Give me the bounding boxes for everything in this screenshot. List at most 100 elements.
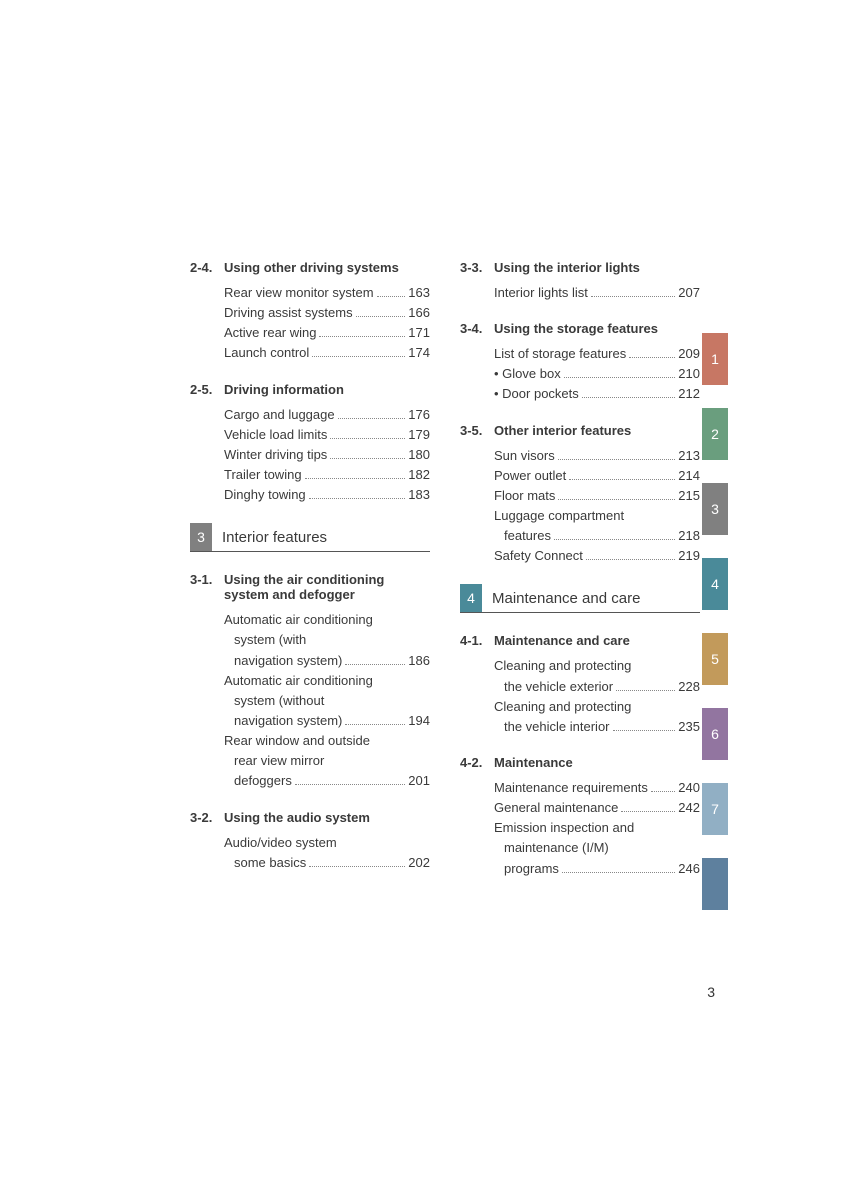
entry-page: 212 [678,384,700,404]
entry-label: Cargo and luggage [224,405,335,425]
leader-dots [312,356,405,357]
entry-label: some basics [224,853,306,873]
leader-dots [582,397,676,398]
section-label: Driving information [224,382,344,397]
entry-page: 218 [678,526,700,546]
entry-label: Luggage compartment [494,506,624,526]
entry-label: Emission inspection and [494,818,634,838]
chapter-header: 3 Interior features [190,523,430,552]
section-tab[interactable] [702,858,728,910]
section-label: Using the storage features [494,321,658,336]
entry-label: Interior lights list [494,283,588,303]
leader-dots [309,498,406,499]
entry-page: 183 [408,485,430,505]
toc-entry: Emission inspection and [494,818,700,838]
leader-dots [345,724,405,725]
section-tab[interactable]: 6 [702,708,728,760]
entry-page: 163 [408,283,430,303]
section-title: 3-3.Using the interior lights [460,260,700,275]
toc-entries: Interior lights list207 [494,283,700,303]
toc-entry: Cleaning and protecting [494,656,700,676]
section-title: 3-5.Other interior features [460,423,700,438]
toc-entries: Audio/video systemsome basics202 [224,833,430,873]
leader-dots [295,784,405,785]
toc-entry-sub: system (without [224,691,430,711]
leader-dots [562,872,675,873]
toc-entry: Cargo and luggage 176 [224,405,430,425]
entry-page: 215 [678,486,700,506]
entry-label: navigation system) [224,651,342,671]
entry-label: maintenance (I/M) [494,838,609,858]
section-tab[interactable]: 4 [702,558,728,610]
entry-page: 176 [408,405,430,425]
entry-page: 179 [408,425,430,445]
section-title: 2-5.Driving information [190,382,430,397]
section-number: 2-4. [190,260,224,275]
entry-label: system (without [224,691,324,711]
section-title: 2-4.Using other driving systems [190,260,430,275]
entry-label: the vehicle interior [494,717,610,737]
toc-entry: List of storage features209 [494,344,700,364]
section-number: 2-5. [190,382,224,397]
toc-entry: Audio/video system [224,833,430,853]
toc-entry: Power outlet214 [494,466,700,486]
page-number: 3 [707,984,715,1000]
entry-label: Safety Connect [494,546,583,566]
toc-entries: Maintenance requirements240General maint… [494,778,700,879]
section-tabs: 1 2 3 4 5 6 7 [702,333,728,933]
section-tab[interactable]: 2 [702,408,728,460]
entry-page: 213 [678,446,700,466]
toc-entry-sub: programs 246 [494,859,700,879]
leader-dots [377,296,406,297]
entry-label: Active rear wing [224,323,316,343]
entry-label: Automatic air conditioning [224,610,373,630]
section-label: Maintenance and care [494,633,630,648]
section-tab[interactable]: 5 [702,633,728,685]
toc-entry: Glove box210 [494,364,700,384]
leader-dots [309,866,405,867]
leader-dots [613,730,676,731]
entry-page: 246 [678,859,700,879]
entry-label: Rear view monitor system [224,283,374,303]
section-tab[interactable]: 7 [702,783,728,835]
entry-page: 209 [678,344,700,364]
entry-label: rear view mirror [224,751,324,771]
leader-dots [616,690,675,691]
toc-entry: Interior lights list207 [494,283,700,303]
toc-entry-sub: the vehicle exterior228 [494,677,700,697]
entry-page: 201 [408,771,430,791]
section-title: 3-2.Using the audio system [190,810,430,825]
entry-label: programs [494,859,559,879]
section-tab[interactable]: 3 [702,483,728,535]
toc-entries: Automatic air conditioningsystem (withna… [224,610,430,791]
toc-entry-sub: navigation system)186 [224,651,430,671]
section-number: 3-5. [460,423,494,438]
section-number: 4-2. [460,755,494,770]
toc-entry-sub: maintenance (I/M) [494,838,700,858]
toc-entry-sub: defoggers201 [224,771,430,791]
entry-page: 242 [678,798,700,818]
toc-entry: Sun visors 213 [494,446,700,466]
entry-label: system (with [224,630,306,650]
toc-entry: Cleaning and protecting [494,697,700,717]
section-number: 3-4. [460,321,494,336]
section-label: Using the interior lights [494,260,640,275]
toc-entries: Cargo and luggage176Vehicle load limits1… [224,405,430,506]
entry-label: Sun visors [494,446,555,466]
chapter-number-box: 3 [190,523,212,551]
left-column: 2-4.Using other driving systems Rear view… [190,260,430,897]
entry-label: Automatic air conditioning [224,671,373,691]
toc-entries: List of storage features209Glove box210D… [494,344,700,404]
section-label: Using the audio system [224,810,370,825]
toc-entry: Rear view monitor system 163 [224,283,430,303]
section-number: 4-1. [460,633,494,648]
section-title: 3-1.Using the air conditioning system an… [190,572,430,602]
toc-page: 2-4.Using other driving systems Rear view… [190,260,700,897]
entry-label: Glove box [494,364,561,384]
toc-entry-sub: navigation system)194 [224,711,430,731]
chapter-title: Interior features [222,529,327,546]
section-tab[interactable]: 1 [702,333,728,385]
toc-entries: Cleaning and protectingthe vehicle exter… [494,656,700,737]
right-column: 3-3.Using the interior lights Interior li… [460,260,700,897]
entry-page: 214 [678,466,700,486]
